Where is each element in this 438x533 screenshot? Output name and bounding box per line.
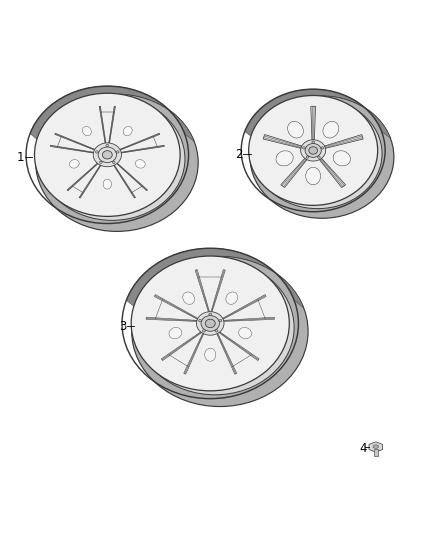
- Ellipse shape: [305, 143, 321, 157]
- Polygon shape: [115, 161, 148, 191]
- Ellipse shape: [205, 319, 215, 328]
- Polygon shape: [184, 333, 204, 374]
- Polygon shape: [99, 106, 106, 146]
- Ellipse shape: [219, 319, 222, 322]
- Polygon shape: [161, 331, 202, 361]
- Ellipse shape: [202, 329, 205, 332]
- Ellipse shape: [136, 260, 294, 395]
- Text: 4: 4: [359, 442, 367, 455]
- Polygon shape: [67, 161, 100, 191]
- Polygon shape: [117, 133, 160, 151]
- Ellipse shape: [35, 93, 180, 216]
- Polygon shape: [369, 442, 383, 452]
- Ellipse shape: [36, 94, 198, 231]
- Ellipse shape: [303, 147, 305, 149]
- Ellipse shape: [209, 313, 212, 316]
- Text: 2: 2: [235, 148, 243, 161]
- Polygon shape: [126, 248, 304, 308]
- Polygon shape: [154, 295, 199, 320]
- Text: 1: 1: [17, 151, 24, 164]
- Ellipse shape: [39, 97, 185, 220]
- Ellipse shape: [323, 122, 339, 138]
- Polygon shape: [263, 134, 302, 148]
- Ellipse shape: [117, 151, 119, 153]
- Ellipse shape: [183, 292, 194, 304]
- Ellipse shape: [113, 161, 115, 164]
- Ellipse shape: [249, 95, 378, 205]
- Polygon shape: [211, 270, 225, 313]
- Ellipse shape: [226, 292, 238, 304]
- Ellipse shape: [95, 151, 98, 153]
- Ellipse shape: [82, 126, 92, 136]
- Ellipse shape: [205, 348, 216, 361]
- Ellipse shape: [201, 316, 219, 332]
- Polygon shape: [218, 331, 259, 361]
- Polygon shape: [281, 158, 307, 188]
- Polygon shape: [50, 145, 96, 154]
- Polygon shape: [245, 89, 390, 138]
- Ellipse shape: [306, 167, 321, 185]
- Ellipse shape: [131, 256, 289, 391]
- Ellipse shape: [103, 179, 112, 189]
- Ellipse shape: [123, 126, 132, 136]
- Ellipse shape: [318, 156, 320, 158]
- Ellipse shape: [239, 327, 251, 339]
- Ellipse shape: [169, 327, 182, 339]
- Polygon shape: [79, 163, 102, 198]
- Ellipse shape: [373, 445, 378, 448]
- Ellipse shape: [306, 156, 309, 158]
- Ellipse shape: [199, 319, 201, 322]
- Ellipse shape: [300, 140, 326, 161]
- Polygon shape: [223, 317, 274, 321]
- Ellipse shape: [132, 256, 308, 407]
- Polygon shape: [195, 270, 210, 313]
- Ellipse shape: [70, 159, 79, 168]
- Ellipse shape: [250, 96, 394, 219]
- Ellipse shape: [102, 151, 112, 159]
- Polygon shape: [311, 106, 315, 140]
- Ellipse shape: [253, 99, 382, 208]
- Text: 3: 3: [119, 320, 127, 333]
- Ellipse shape: [106, 144, 109, 147]
- Polygon shape: [30, 86, 194, 141]
- Ellipse shape: [276, 151, 293, 166]
- Polygon shape: [146, 317, 198, 321]
- Polygon shape: [108, 106, 116, 146]
- Ellipse shape: [197, 312, 224, 335]
- Polygon shape: [118, 145, 164, 154]
- Ellipse shape: [288, 122, 304, 138]
- Ellipse shape: [312, 141, 314, 143]
- Polygon shape: [112, 163, 135, 198]
- Ellipse shape: [215, 329, 218, 332]
- Ellipse shape: [98, 147, 117, 163]
- Ellipse shape: [135, 159, 145, 168]
- Ellipse shape: [321, 147, 324, 149]
- Ellipse shape: [309, 147, 318, 154]
- Ellipse shape: [333, 151, 350, 166]
- Ellipse shape: [93, 143, 121, 167]
- Polygon shape: [325, 134, 363, 148]
- Polygon shape: [55, 133, 98, 151]
- Polygon shape: [319, 158, 346, 188]
- Bar: [374, 449, 378, 456]
- Ellipse shape: [99, 161, 102, 164]
- Polygon shape: [222, 295, 266, 320]
- Polygon shape: [216, 333, 237, 374]
